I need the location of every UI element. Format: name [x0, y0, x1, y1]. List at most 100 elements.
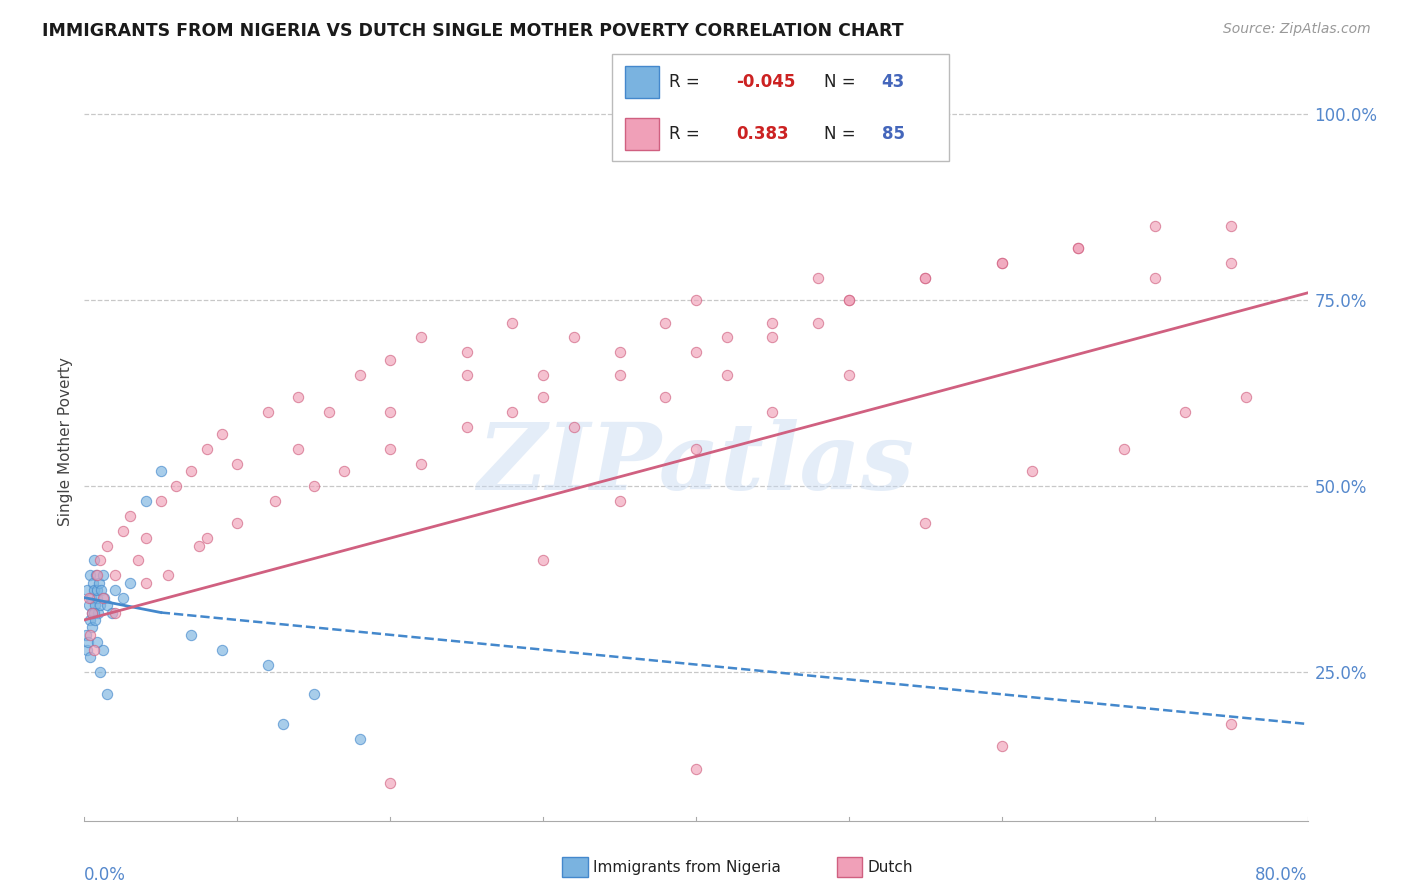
Point	[77, 635, 100, 649]
Point	[82, 575, 104, 590]
Point	[380, 776, 402, 790]
Point	[83, 642, 105, 657]
Text: N =: N =	[824, 73, 856, 91]
Point	[654, 316, 676, 330]
Point	[761, 405, 783, 419]
Point	[91, 642, 114, 657]
Point	[685, 442, 707, 456]
Text: N =: N =	[824, 125, 856, 143]
Point	[531, 368, 554, 382]
Point	[838, 293, 860, 308]
Point	[685, 293, 707, 308]
Point	[380, 352, 402, 367]
Point	[716, 330, 738, 344]
Point	[1220, 256, 1243, 270]
Point	[502, 316, 524, 330]
Point	[1143, 219, 1166, 233]
Point	[685, 345, 707, 359]
Point	[96, 687, 118, 701]
Point	[1220, 219, 1243, 233]
Point	[1114, 442, 1136, 456]
Point	[149, 464, 172, 478]
Point	[83, 553, 105, 567]
Point	[838, 293, 860, 308]
Text: 43: 43	[882, 73, 905, 91]
Point	[685, 762, 707, 776]
Point	[456, 368, 478, 382]
Point	[761, 316, 783, 330]
Point	[914, 271, 936, 285]
Point	[333, 464, 356, 478]
Point	[79, 650, 101, 665]
Point	[562, 330, 585, 344]
Point	[111, 524, 134, 538]
Point	[96, 539, 118, 553]
Point	[991, 256, 1014, 270]
Y-axis label: Single Mother Poverty: Single Mother Poverty	[58, 357, 73, 526]
Point	[318, 405, 340, 419]
Point	[991, 256, 1014, 270]
Point	[991, 739, 1014, 754]
Point	[1143, 271, 1166, 285]
Point	[264, 494, 287, 508]
Point	[287, 390, 309, 404]
Point	[302, 687, 325, 701]
Point	[609, 494, 631, 508]
Point	[531, 390, 554, 404]
Point	[349, 368, 371, 382]
Point	[1067, 241, 1090, 255]
Text: Immigrants from Nigeria: Immigrants from Nigeria	[593, 860, 782, 874]
Point	[90, 583, 112, 598]
Point	[84, 598, 107, 612]
Point	[93, 591, 115, 605]
Point	[195, 531, 218, 545]
Point	[80, 606, 103, 620]
Text: Dutch: Dutch	[868, 860, 912, 874]
Point	[87, 575, 110, 590]
Point	[80, 591, 103, 605]
Point	[838, 368, 860, 382]
Point	[1067, 241, 1090, 255]
Point	[380, 405, 402, 419]
Point	[79, 628, 101, 642]
Point	[135, 494, 157, 508]
Point	[456, 419, 478, 434]
Point	[409, 457, 432, 471]
Point	[101, 606, 124, 620]
Point	[1021, 464, 1043, 478]
FancyBboxPatch shape	[626, 66, 659, 98]
Text: Source: ZipAtlas.com: Source: ZipAtlas.com	[1223, 22, 1371, 37]
Point	[502, 405, 524, 419]
Point	[211, 642, 233, 657]
Point	[456, 345, 478, 359]
Point	[135, 531, 157, 545]
Point	[104, 568, 127, 582]
Point	[157, 568, 180, 582]
Point	[180, 628, 202, 642]
Point	[89, 598, 111, 612]
Point	[211, 427, 233, 442]
Point	[91, 591, 114, 605]
Point	[914, 271, 936, 285]
Point	[1236, 390, 1258, 404]
Point	[531, 553, 554, 567]
Point	[226, 457, 249, 471]
Point	[75, 628, 97, 642]
Point	[86, 568, 108, 582]
Point	[120, 575, 142, 590]
Point	[76, 642, 98, 657]
Point	[257, 657, 280, 672]
Point	[807, 316, 830, 330]
Text: R =: R =	[669, 125, 700, 143]
Point	[807, 271, 830, 285]
Point	[111, 591, 134, 605]
Point	[77, 591, 100, 605]
Point	[87, 606, 110, 620]
Point	[84, 568, 107, 582]
Point	[86, 635, 108, 649]
Text: -0.045: -0.045	[737, 73, 796, 91]
Point	[914, 516, 936, 531]
Point	[89, 553, 111, 567]
Text: 80.0%: 80.0%	[1256, 866, 1308, 884]
Point	[104, 606, 127, 620]
